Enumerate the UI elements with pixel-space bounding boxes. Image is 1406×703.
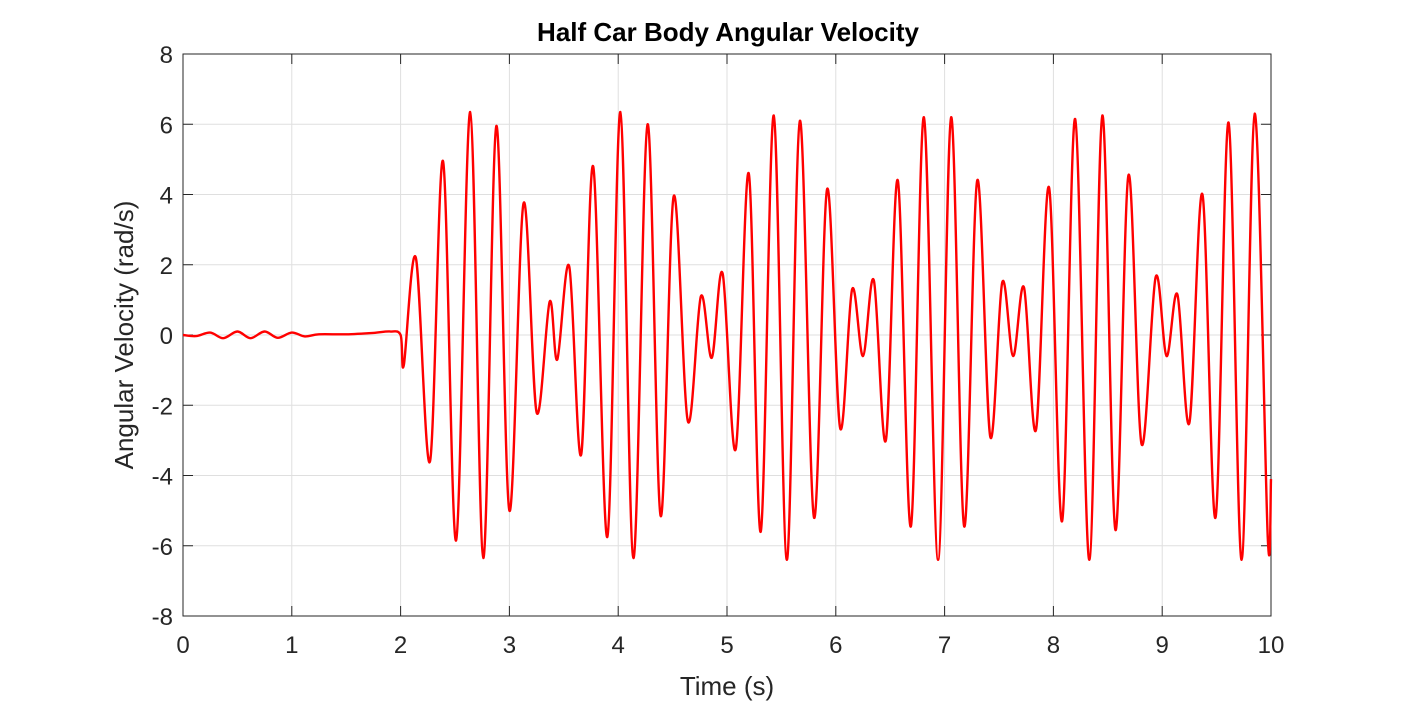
chart-title: Half Car Body Angular Velocity xyxy=(537,17,919,47)
tick-layer: 0 1 2 3 4 5 6 7 8 9 10 -8 -6 -4 -2 0 2 4 6 8 xyxy=(152,42,1285,659)
y-tick-label: 0 xyxy=(160,323,173,350)
y-tick-label: -4 xyxy=(152,464,173,491)
x-tick-label: 9 xyxy=(1156,632,1169,659)
y-tick-label: 8 xyxy=(160,42,173,69)
y-tick-label: 6 xyxy=(160,112,173,139)
x-tick-label: 10 xyxy=(1258,632,1285,659)
x-tick-label: 2 xyxy=(394,632,407,659)
y-tick-label: -8 xyxy=(152,604,173,631)
x-tick-label: 0 xyxy=(176,632,189,659)
y-tick-label: 4 xyxy=(160,183,173,210)
x-tick-label: 7 xyxy=(938,632,951,659)
y-axis-label: Angular Velocity (rad/s) xyxy=(109,201,139,470)
y-tick-label: -2 xyxy=(152,393,173,420)
y-tick-label: -6 xyxy=(152,534,173,561)
x-tick-label: 1 xyxy=(285,632,298,659)
x-axis-label: Time (s) xyxy=(680,671,774,701)
series-line xyxy=(182,110,1273,562)
x-tick-label: 3 xyxy=(503,632,516,659)
x-tick-label: 5 xyxy=(720,632,733,659)
y-tick-label: 2 xyxy=(160,253,173,280)
x-tick-label: 8 xyxy=(1047,632,1060,659)
x-tick-label: 6 xyxy=(829,632,842,659)
series-layer xyxy=(182,110,1273,562)
x-tick-label: 4 xyxy=(612,632,625,659)
